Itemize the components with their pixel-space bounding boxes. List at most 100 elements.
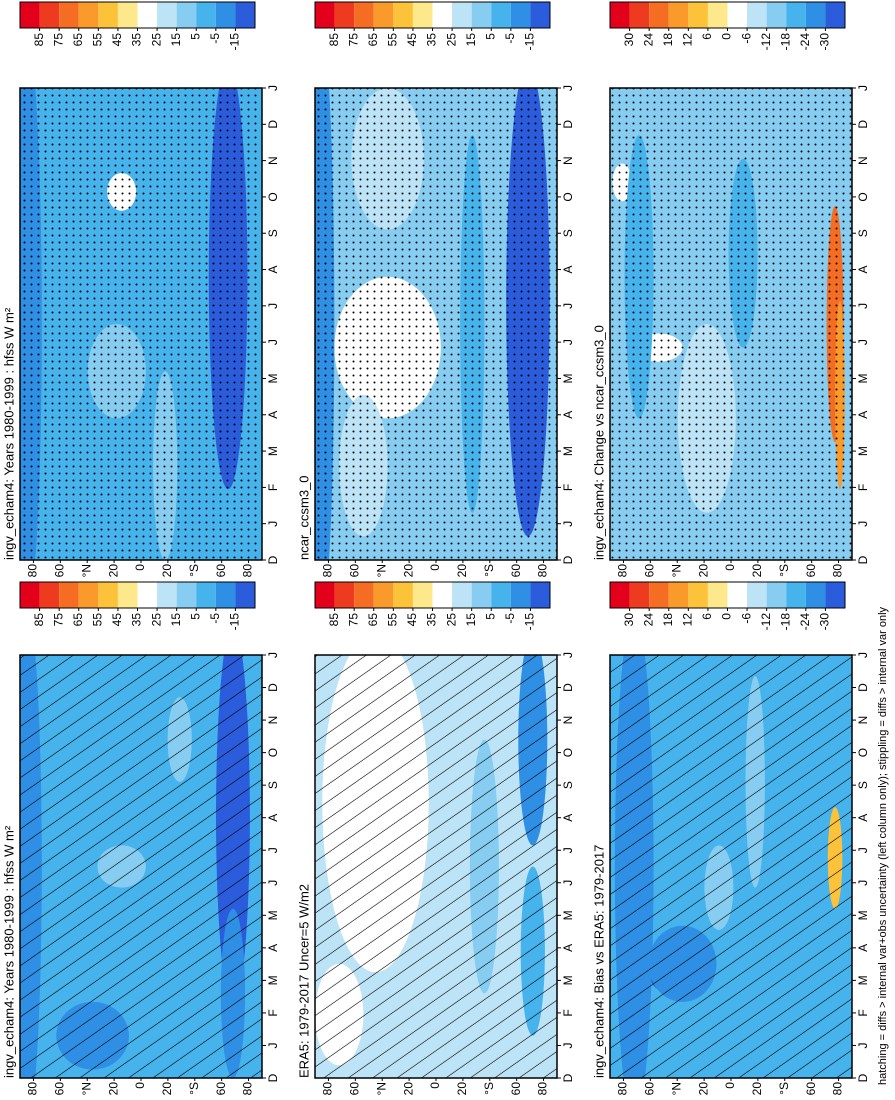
x-tick-label: S bbox=[856, 229, 870, 237]
colorbar-label: -5 bbox=[208, 613, 222, 624]
colorbar-label: 18 bbox=[661, 613, 675, 627]
x-tick-label: J bbox=[856, 339, 870, 345]
colorbar-box bbox=[471, 582, 492, 608]
colorbar-label: 25 bbox=[444, 613, 458, 627]
y-tick-label: 80 bbox=[616, 564, 630, 578]
x-tick-label: O bbox=[856, 192, 870, 201]
x-tick-label: A bbox=[266, 944, 280, 952]
x-tick-label: J bbox=[856, 521, 870, 527]
colorbar-label: -12 bbox=[759, 613, 773, 631]
y-tick-label: 60 bbox=[804, 1082, 818, 1096]
panel-title: ingv_echam4: Years 1980-1999 : hfss W m² bbox=[1, 307, 16, 560]
colorbar-box bbox=[157, 582, 177, 608]
colorbar-box bbox=[373, 582, 394, 608]
y-tick-label: 80 bbox=[241, 564, 255, 578]
x-tick-label: M bbox=[856, 975, 870, 985]
colorbar-label: 85 bbox=[327, 33, 341, 47]
colorbar-label: -6 bbox=[739, 33, 753, 44]
colorbar-box bbox=[20, 582, 40, 608]
colorbar-box bbox=[315, 2, 335, 28]
y-tick-label: 80 bbox=[616, 1082, 630, 1096]
colorbar-box bbox=[688, 2, 708, 28]
y-tick-label: 20 bbox=[455, 1082, 469, 1096]
y-tick-label: °S bbox=[187, 1082, 201, 1095]
colorbar-box bbox=[412, 2, 433, 28]
colorbar-label: 45 bbox=[110, 613, 124, 627]
x-tick-label: J bbox=[561, 847, 575, 853]
colorbar-box bbox=[805, 2, 826, 28]
x-tick-label: S bbox=[856, 781, 870, 789]
x-tick-label: F bbox=[266, 484, 280, 491]
y-tick-label: 60 bbox=[509, 564, 523, 578]
x-tick-label: F bbox=[856, 484, 870, 491]
y-tick-label: °S bbox=[482, 564, 496, 577]
y-tick-label: 20 bbox=[106, 564, 120, 578]
panel: ncar_ccsm3_0 D J F M A M J J A S O N D J 80 60 °N 20 0 20 °S 6… bbox=[296, 1, 575, 578]
y-tick-label: 60 bbox=[348, 1082, 362, 1096]
x-tick-label: D bbox=[856, 683, 870, 692]
y-tick-label: 80 bbox=[536, 1082, 550, 1096]
colorbar-label: -6 bbox=[739, 613, 753, 624]
colorbar-box bbox=[235, 582, 256, 608]
panel: ingv_echam4: Bias vs ERA5: 1979-2017 D J F M… bbox=[591, 581, 870, 1096]
y-tick-label: 20 bbox=[106, 1082, 120, 1096]
colorbar-box bbox=[825, 2, 846, 28]
colorbar-box bbox=[727, 2, 748, 28]
x-tick-label: J bbox=[266, 1042, 280, 1048]
x-tick-label: J bbox=[856, 1042, 870, 1048]
y-tick-label: °S bbox=[187, 564, 201, 577]
x-tick-label: J bbox=[561, 521, 575, 527]
x-tick-label: F bbox=[856, 1009, 870, 1016]
colorbar-label: 45 bbox=[405, 33, 419, 47]
x-tick-label: A bbox=[561, 266, 575, 274]
colorbar-label: 25 bbox=[149, 613, 163, 627]
colorbar-label: -30 bbox=[818, 613, 832, 631]
colorbar-label: 75 bbox=[51, 33, 65, 47]
y-tick-label: 20 bbox=[750, 1082, 764, 1096]
contour-field bbox=[610, 88, 852, 560]
x-tick-label: A bbox=[266, 411, 280, 419]
y-tick-label: 60 bbox=[53, 1082, 67, 1096]
colorbar-label: 55 bbox=[91, 613, 105, 627]
colorbar-label: -5 bbox=[208, 33, 222, 44]
x-tick-label: D bbox=[856, 120, 870, 129]
y-tick-label: 60 bbox=[214, 564, 228, 578]
x-tick-label: J bbox=[561, 85, 575, 91]
x-tick-label: M bbox=[856, 373, 870, 383]
x-tick-label: M bbox=[561, 910, 575, 920]
x-tick-label: O bbox=[856, 748, 870, 757]
x-tick-label: J bbox=[856, 880, 870, 886]
x-tick-label: J bbox=[266, 652, 280, 658]
colorbar-box bbox=[610, 582, 630, 608]
panel-title: ingv_echam4: Bias vs ERA5: 1979-2017 bbox=[591, 845, 606, 1078]
y-tick-label: 0 bbox=[723, 1082, 737, 1089]
y-tick-label: °S bbox=[777, 1082, 791, 1095]
x-tick-label: D bbox=[561, 555, 575, 564]
colorbar-box bbox=[491, 582, 511, 608]
colorbar-box bbox=[530, 2, 551, 28]
colorbar-box bbox=[668, 2, 689, 28]
y-tick-label: 60 bbox=[804, 564, 818, 578]
colorbar-label: 5 bbox=[483, 33, 497, 40]
colorbar-label: 65 bbox=[71, 613, 85, 627]
colorbar-box bbox=[196, 2, 216, 28]
y-tick-label: 20 bbox=[696, 1082, 710, 1096]
colorbar-label: -15 bbox=[228, 613, 242, 631]
x-tick-label: M bbox=[561, 373, 575, 383]
x-tick-label: J bbox=[266, 880, 280, 886]
panel: ingv_echam4: Change vs ncar_ccsm3_0 D J F M A… bbox=[591, 1, 870, 578]
colorbar-box bbox=[354, 582, 374, 608]
y-tick-label: °N bbox=[79, 1082, 93, 1095]
colorbar-box bbox=[766, 582, 787, 608]
colorbar-label: -24 bbox=[798, 33, 812, 51]
x-tick-label: D bbox=[561, 120, 575, 129]
colorbar-box bbox=[354, 2, 374, 28]
x-tick-label: A bbox=[561, 944, 575, 952]
colorbar-label: 55 bbox=[386, 33, 400, 47]
y-tick-label: 60 bbox=[214, 1082, 228, 1096]
y-tick-label: 0 bbox=[428, 1082, 442, 1089]
x-tick-label: J bbox=[266, 339, 280, 345]
overlay-hatching bbox=[315, 655, 557, 1078]
colorbar-box bbox=[78, 2, 99, 28]
